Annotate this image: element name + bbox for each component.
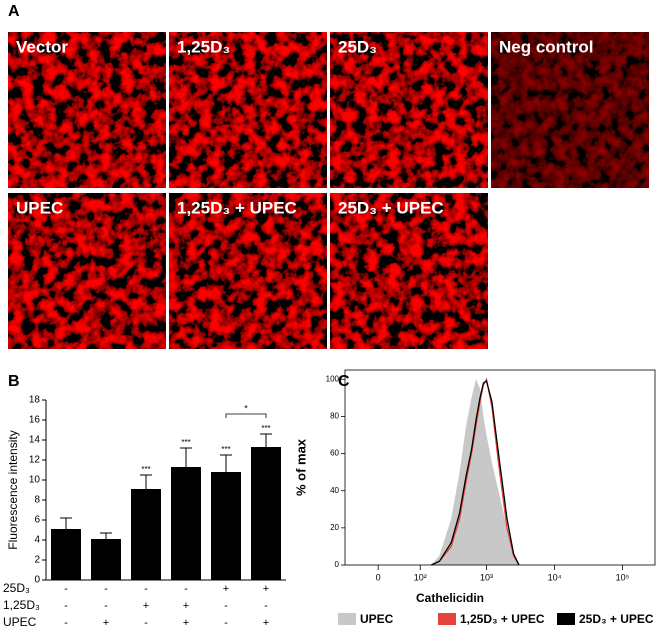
y-tick-label: 100 [326,374,340,383]
treatment-sign: + [263,583,269,595]
treatment-sign: + [263,617,269,629]
micrograph-label: 1,25D₃ + UPEC [177,198,297,217]
plot-frame [344,369,656,566]
treatment-sign: - [144,583,148,595]
y-axis-label: Fluorescence intensity [6,430,20,549]
micrograph-stain [491,32,649,188]
y-tick-label: 0 [34,575,40,586]
micrograph-stain [169,193,327,349]
x-tick-label: 10³ [480,572,493,582]
x-tick-label: 0 [376,572,381,582]
significance: *** [261,424,270,433]
y-tick-label: 14 [29,435,41,446]
y-tick-label: 2 [34,555,40,566]
micrograph-label: Neg control [499,37,593,56]
treatment-sign: - [224,617,228,629]
treatment-sign: - [64,617,68,629]
x-tick-label: 10² [414,572,427,582]
legend-swatch [557,613,575,625]
y-tick-label: 8 [34,495,40,506]
legend-swatch [438,613,456,625]
significance: *** [181,438,190,447]
treatment-sign: - [64,600,68,612]
micrograph-stain [8,32,166,188]
micrograph-stain [330,193,488,349]
treatment-sign: - [64,583,68,595]
bar [171,467,201,580]
treatment-name: 25D₃ [3,581,30,595]
treatment-sign: - [224,600,228,612]
panel-label: B [8,373,20,390]
micrograph-stain [330,32,488,188]
treatment-sign: + [143,600,149,612]
y-tick-label: 0 [335,560,340,569]
x-tick-label: 10⁴ [548,572,562,582]
legend-label: 25D₃ + UPEC [579,612,654,626]
y-tick-label: 80 [330,412,339,421]
bar [211,472,241,580]
treatment-sign: - [104,583,108,595]
y-tick-label: 16 [29,415,41,426]
legend-label: UPEC [360,612,394,626]
y-tick-label: 10 [29,475,41,486]
y-tick-label: 12 [29,455,41,466]
treatment-sign: + [103,617,109,629]
bracket [225,413,267,418]
histogram-line [431,380,520,566]
micrograph-label: UPEC [16,198,63,217]
treatment-sign: + [223,583,229,595]
legend-swatch [338,613,356,625]
micrograph-stain [169,32,327,188]
treatment-name: 1,25D₃ [3,598,40,612]
histogram-line [431,377,520,566]
treatment-sign: + [183,617,189,629]
bar [251,447,281,580]
micrograph-label: Vector [16,37,68,56]
micrograph-label: 1,25D₃ [177,37,230,56]
micrograph-label: 25D₃ [338,37,377,56]
treatment-sign: - [144,617,148,629]
micrograph-label: 25D₃ + UPEC [338,198,444,217]
significance: *** [141,465,150,474]
treatment-sign: - [264,600,268,612]
y-tick-label: 60 [330,449,339,458]
treatment-sign: + [183,600,189,612]
bar [131,489,161,580]
panel-label: C [338,373,350,390]
y-tick-label: 40 [330,486,339,495]
y-axis-label: % of max [293,438,308,496]
legend-label: 1,25D₃ + UPEC [460,612,545,626]
panel-label: A [8,3,20,20]
treatment-name: UPEC [3,615,37,629]
x-axis-label: Cathelicidin [416,591,484,605]
treatment-sign: - [104,600,108,612]
bracket-label: * [244,403,248,413]
histogram-area [431,379,519,565]
micrograph-stain [8,193,166,349]
treatment-sign: - [184,583,188,595]
bar [51,529,81,580]
y-tick-label: 18 [29,395,41,406]
y-tick-label: 20 [330,523,339,532]
bar [91,539,121,580]
y-tick-label: 4 [34,535,40,546]
x-tick-label: 10⁵ [616,572,630,582]
y-tick-label: 6 [34,515,40,526]
significance: *** [221,445,230,454]
